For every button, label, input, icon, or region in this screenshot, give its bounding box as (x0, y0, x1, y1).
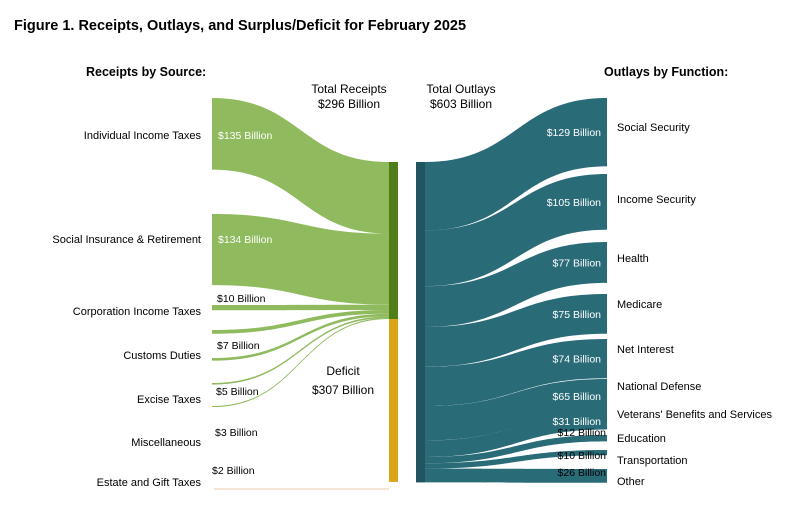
labels-layer: Individual Income Taxes $135 Billion Socia… (52, 122, 772, 489)
outlay-label-transportation: Transportation (617, 455, 688, 467)
receipt-value-customs-duties: $7 Billion (217, 340, 260, 352)
outlay-flow-education (425, 435, 607, 464)
outlay-flow-social-security (425, 98, 607, 231)
deficit-bar (389, 319, 398, 482)
receipt-flow-social-insurance-retirement (212, 214, 389, 305)
receipt-flow-estate-and-gift-taxes (212, 317, 389, 408)
outlay-value-other: $26 Billion (558, 467, 607, 479)
receipt-label-social-insurance-retirement: Social Insurance & Retirement (52, 234, 201, 246)
outlay-label-other: Other (617, 476, 645, 488)
outlay-value-social-security: $129 Billion (547, 127, 601, 139)
receipt-label-excise-taxes: Excise Taxes (137, 394, 201, 406)
bars-layer (389, 162, 425, 483)
receipt-label-individual-income-taxes: Individual Income Taxes (84, 130, 202, 142)
total-outlays-label: Total Outlays (426, 82, 495, 96)
receipt-flow-excise-taxes (212, 313, 389, 361)
outlay-label-net-interest: Net Interest (617, 344, 674, 356)
outlay-flow-net-interest (425, 339, 607, 407)
receipt-flow-customs-duties (212, 310, 389, 334)
outlay-value-net-interest: $74 Billion (553, 354, 602, 366)
receipt-value-miscellaneous: $3 Billion (215, 427, 258, 439)
deficit-label: Deficit (326, 364, 360, 378)
receipt-flow-individual-income-taxes (212, 98, 389, 234)
outlay-flow-income-security (425, 174, 607, 287)
receipt-label-estate-and-gift-taxes: Estate and Gift Taxes (97, 477, 202, 489)
receipt-value-social-insurance-retirement: $134 Billion (218, 234, 272, 246)
receipt-flow-corporation-income-taxes (212, 304, 389, 311)
total-receipts-bar (389, 162, 398, 320)
outlays-heading: Outlays by Function: (604, 65, 728, 79)
outlay-flow-health (425, 242, 607, 327)
outlay-label-education: Education (617, 433, 666, 445)
receipt-label-corporation-income-taxes: Corporation Income Taxes (73, 306, 202, 318)
receipt-value-corporation-income-taxes: $10 Billion (217, 293, 266, 305)
outlay-flow-other (425, 468, 607, 483)
outlay-flow-veterans-benefits-and-services (425, 413, 607, 457)
outlay-label-social-security: Social Security (617, 122, 690, 134)
outlay-label-income-security: Income Security (617, 194, 696, 206)
receipt-value-individual-income-taxes: $135 Billion (218, 130, 272, 142)
outlay-value-education: $12 Billion (558, 427, 607, 439)
outlay-value-medicare: $75 Billion (553, 309, 602, 321)
receipt-value-excise-taxes: $5 Billion (216, 386, 259, 398)
outlay-flow-transportation (425, 450, 607, 469)
receipt-flow-miscellaneous (212, 316, 389, 385)
outlay-flow-medicare (425, 294, 607, 367)
outlay-value-veterans-benefits-and-services: $31 Billion (553, 416, 602, 428)
outlay-label-medicare: Medicare (617, 299, 662, 311)
outlay-label-health: Health (617, 253, 649, 265)
outlay-label-veterans-benefits-and-services: Veterans' Benefits and Services (617, 409, 772, 421)
receipt-value-estate-and-gift-taxes: $2 Billion (212, 465, 255, 477)
deficit-value: $307 Billion (312, 383, 374, 397)
chart-title: Figure 1. Receipts, Outlays, and Surplus… (14, 18, 466, 34)
receipt-label-miscellaneous: Miscellaneous (131, 437, 201, 449)
total-outlays-value: $603 Billion (430, 97, 492, 111)
outlay-flow-national-defense (425, 379, 607, 441)
total-receipts-value: $296 Billion (318, 97, 380, 111)
outlay-value-national-defense: $65 Billion (553, 391, 602, 403)
outlay-value-income-security: $105 Billion (547, 197, 601, 209)
receipts-heading: Receipts by Source: (86, 65, 206, 79)
flows-layer (212, 98, 607, 490)
receipt-label-customs-duties: Customs Duties (123, 350, 201, 362)
outlay-value-transportation: $10 Billion (558, 450, 607, 462)
total-receipts-label: Total Receipts (311, 82, 386, 96)
outlay-value-health: $77 Billion (553, 257, 602, 269)
total-outlays-bar (416, 162, 425, 483)
outlay-label-national-defense: National Defense (617, 381, 701, 393)
